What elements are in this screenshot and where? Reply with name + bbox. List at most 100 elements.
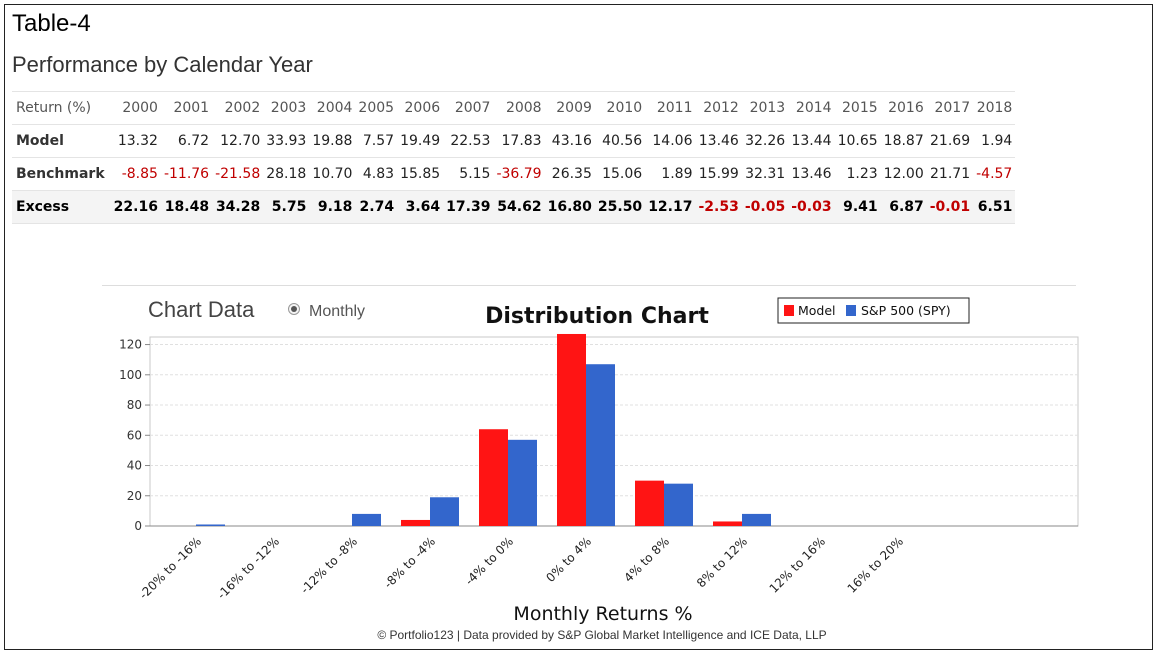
year-header: 2011 bbox=[645, 91, 696, 125]
table-cell: -4.57 bbox=[973, 157, 1016, 191]
x-tick-label: -16% to -12% bbox=[214, 534, 282, 602]
table-cell: 2.74 bbox=[355, 190, 398, 224]
table-cell: 25.50 bbox=[594, 190, 646, 224]
year-header: 2004 bbox=[309, 91, 356, 125]
y-tick-label: 120 bbox=[119, 338, 142, 352]
bar-model bbox=[479, 429, 508, 526]
bar-sp500 bbox=[742, 513, 771, 526]
bar-model bbox=[713, 521, 742, 526]
table-cell: 22.16 bbox=[110, 190, 161, 224]
chart-data-label: Chart Data bbox=[148, 297, 255, 322]
table-cell: 43.16 bbox=[544, 124, 595, 158]
table-cell: 13.46 bbox=[695, 124, 742, 158]
y-tick-label: 0 bbox=[134, 519, 142, 533]
table-cell: 21.71 bbox=[926, 157, 974, 191]
bar-sp500 bbox=[196, 524, 225, 526]
table-cell: 12.00 bbox=[880, 157, 927, 191]
table-cell: 13.44 bbox=[788, 124, 835, 158]
y-tick-label: 20 bbox=[127, 489, 142, 503]
table-cell: 16.80 bbox=[544, 190, 595, 224]
table-cell: 21.69 bbox=[926, 124, 974, 158]
table-cell: 10.65 bbox=[834, 124, 881, 158]
table-row: Excess 22.16 18.48 34.28 5.75 9.18 2.74 3.64 17.… bbox=[12, 190, 1016, 224]
bar-sp500 bbox=[586, 364, 615, 526]
year-header: 2000 bbox=[110, 91, 161, 125]
table-cell: 17.83 bbox=[493, 124, 545, 158]
table-cell: 34.28 bbox=[212, 190, 264, 224]
table-cell: 17.39 bbox=[443, 190, 494, 224]
year-header: 2009 bbox=[544, 91, 595, 125]
monthly-radio-label[interactable]: Monthly bbox=[309, 303, 366, 320]
table-cell: -0.03 bbox=[788, 190, 835, 224]
table-cell: 5.75 bbox=[263, 190, 310, 224]
table-cell: -36.79 bbox=[493, 157, 545, 191]
bar-sp500 bbox=[508, 439, 537, 526]
table-cell: 19.88 bbox=[309, 124, 356, 158]
bar-sp500 bbox=[664, 483, 693, 526]
legend-swatch bbox=[846, 305, 856, 316]
table-cell: -0.01 bbox=[926, 190, 974, 224]
year-header: 2015 bbox=[834, 91, 881, 125]
table-cell: 18.87 bbox=[880, 124, 927, 158]
y-tick-label: 100 bbox=[119, 368, 142, 382]
table-cell: 19.49 bbox=[397, 124, 444, 158]
table-cell: 40.56 bbox=[594, 124, 646, 158]
table-row: Model 13.32 6.72 12.70 33.93 19.88 7.57 19.49 22… bbox=[12, 124, 1016, 158]
bar-model bbox=[635, 480, 664, 526]
bar-model bbox=[401, 519, 430, 526]
table-cell: 14.06 bbox=[645, 124, 696, 158]
year-header: 2010 bbox=[594, 91, 646, 125]
table-cell: 54.62 bbox=[493, 190, 545, 224]
monthly-radio[interactable] bbox=[288, 303, 300, 315]
x-tick-label: -8% to -4% bbox=[381, 534, 438, 591]
year-header: 2016 bbox=[880, 91, 927, 125]
year-header: 2002 bbox=[212, 91, 264, 125]
x-tick-label: -20% to -16% bbox=[136, 534, 204, 602]
table-header-row: Return (%) 2000 2001 2002 2003 2004 2005 2006 2… bbox=[12, 91, 1016, 125]
table-cell: -21.58 bbox=[212, 157, 264, 191]
table-cell: 9.41 bbox=[834, 190, 881, 224]
x-axis-label: Monthly Returns % bbox=[513, 603, 692, 625]
year-header: 2005 bbox=[355, 91, 398, 125]
year-header: 2007 bbox=[443, 91, 494, 125]
year-header: 2017 bbox=[926, 91, 974, 125]
year-header: 2006 bbox=[397, 91, 444, 125]
x-tick-label: 12% to 16% bbox=[767, 534, 829, 596]
table-cell: 5.15 bbox=[443, 157, 494, 191]
table-cell: 1.94 bbox=[973, 124, 1016, 158]
table-cell: 12.17 bbox=[645, 190, 696, 224]
y-tick-label: 80 bbox=[127, 398, 142, 412]
table-cell: 6.72 bbox=[160, 124, 213, 158]
year-header: 2014 bbox=[788, 91, 835, 125]
year-header: 2013 bbox=[741, 91, 789, 125]
year-header: 2001 bbox=[160, 91, 213, 125]
table-title: Table-4 bbox=[12, 10, 91, 37]
x-tick-label: 8% to 12% bbox=[694, 534, 750, 590]
table-row: Benchmark -8.85 -11.76 -21.58 28.18 10.70 4.83… bbox=[12, 157, 1016, 191]
table-cell: 15.99 bbox=[695, 157, 742, 191]
x-tick-label: -4% to 0% bbox=[462, 534, 516, 588]
table-cell: 15.06 bbox=[594, 157, 646, 191]
performance-table: Return (%) 2000 2001 2002 2003 2004 2005 2006 2… bbox=[12, 91, 1016, 224]
row-label: Model bbox=[12, 124, 111, 158]
table-cell: -2.53 bbox=[695, 190, 742, 224]
bar-sp500 bbox=[352, 513, 381, 526]
header-label: Return (%) bbox=[12, 91, 111, 125]
footer-credit: © Portfolio123 | Data provided by S&P Gl… bbox=[377, 628, 826, 642]
table-cell: 33.93 bbox=[263, 124, 310, 158]
year-header: 2018 bbox=[973, 91, 1016, 125]
table-cell: 4.83 bbox=[355, 157, 398, 191]
y-tick-label: 60 bbox=[127, 428, 142, 442]
bar-model bbox=[557, 333, 586, 526]
table-cell: 22.53 bbox=[443, 124, 494, 158]
table-cell: 32.31 bbox=[741, 157, 789, 191]
table-cell: 12.70 bbox=[212, 124, 264, 158]
table-cell: 9.18 bbox=[309, 190, 356, 224]
row-label: Benchmark bbox=[12, 157, 111, 191]
table-cell: 3.64 bbox=[397, 190, 444, 224]
y-tick-label: 40 bbox=[127, 459, 142, 473]
table-cell: 6.87 bbox=[880, 190, 927, 224]
table-cell: -0.05 bbox=[741, 190, 789, 224]
legend-label: S&P 500 (SPY) bbox=[861, 303, 951, 318]
table-cell: 6.51 bbox=[973, 190, 1016, 224]
